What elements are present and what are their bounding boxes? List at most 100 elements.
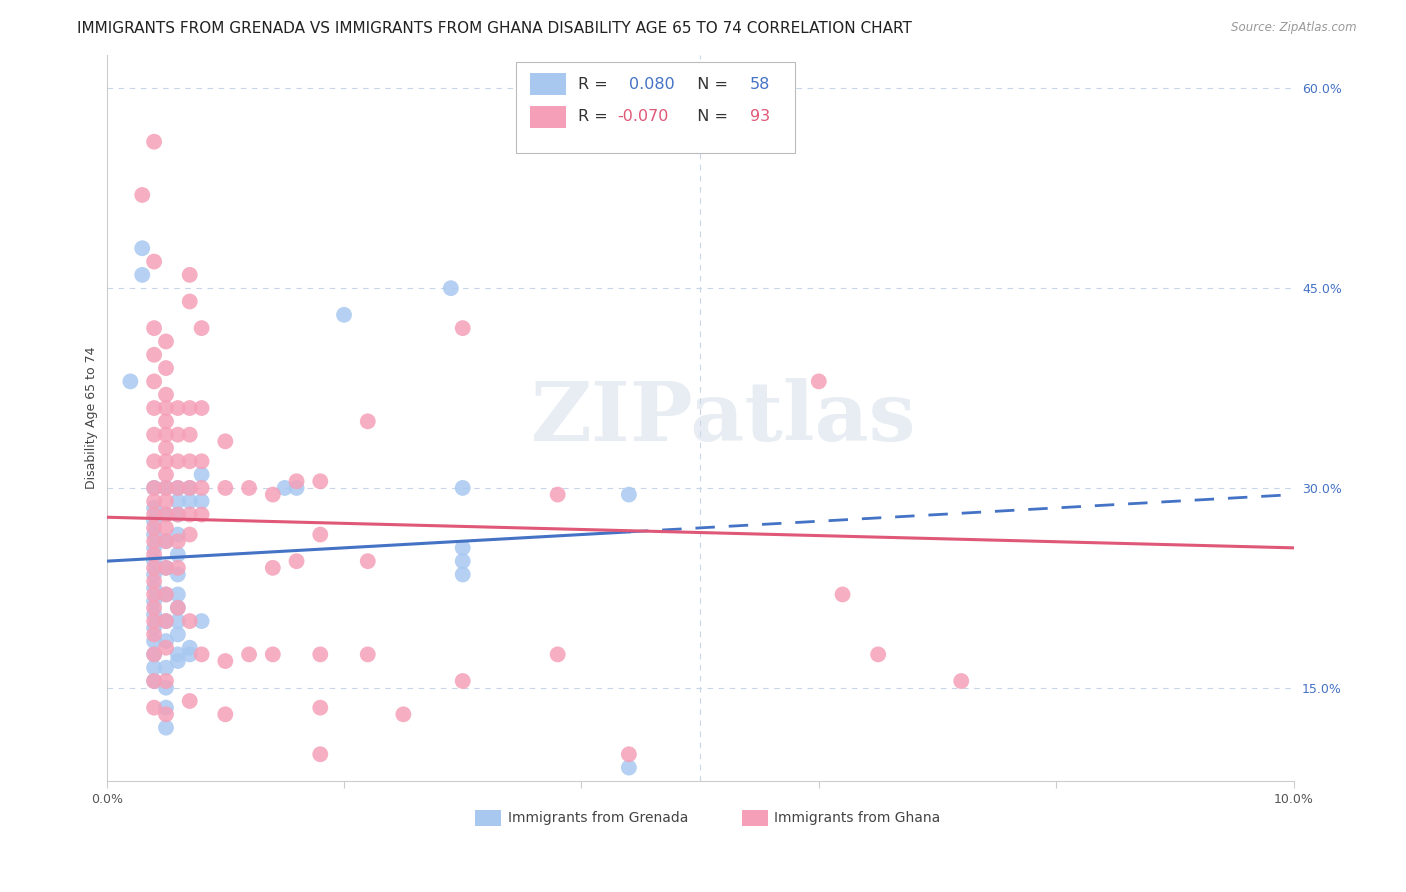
Point [166,454,188,468]
Point [166,534,188,549]
Point [143,607,166,622]
Point [309,527,332,541]
Point [143,700,166,714]
Point [155,614,177,628]
Point [262,561,284,575]
Point [155,634,177,648]
Point [451,673,474,688]
Point [143,673,166,688]
Point [155,640,177,655]
Bar [530,106,567,128]
Point [179,401,201,415]
Point [155,561,177,575]
Point [143,581,166,595]
Point [143,627,166,641]
Text: Immigrants from Grenada: Immigrants from Grenada [508,811,688,825]
Point [262,648,284,662]
Point [166,508,188,522]
Text: R =: R = [578,110,613,124]
Point [143,561,166,575]
Point [451,321,474,335]
Point [179,694,201,708]
Text: ZIPatlas: ZIPatlas [531,378,917,458]
Point [309,475,332,489]
Point [143,521,166,535]
Text: 0.080: 0.080 [628,77,675,92]
Point [155,521,177,535]
Point [309,747,332,762]
Point [617,487,640,501]
Point [166,614,188,628]
Point [155,427,177,442]
Point [166,527,188,541]
Point [166,600,188,615]
Point [155,661,177,675]
Point [143,135,166,149]
Point [166,627,188,641]
Point [131,188,153,202]
Point [143,481,166,495]
Point [179,614,201,628]
Point [179,494,201,508]
Point [190,508,212,522]
Point [143,634,166,648]
Point [155,334,177,349]
Point [214,481,236,495]
Point [166,561,188,575]
Point [179,640,201,655]
Point [357,648,380,662]
Point [166,567,188,582]
Point [155,361,177,376]
Bar [475,810,501,826]
Point [155,707,177,722]
Point [190,467,212,482]
Point [143,541,166,555]
Point [143,454,166,468]
Point [179,481,201,495]
Point [166,600,188,615]
Point [285,554,308,568]
Point [120,375,142,389]
Point [868,648,890,662]
Point [155,700,177,714]
Point [143,614,166,628]
Point [179,268,201,282]
Point [131,241,153,255]
Point [547,648,569,662]
Point [179,481,201,495]
Point [143,661,166,675]
Text: Source: ZipAtlas.com: Source: ZipAtlas.com [1232,21,1357,34]
Point [392,707,415,722]
Point [143,648,166,662]
Bar [741,810,768,826]
Point [190,454,212,468]
Text: 58: 58 [749,77,770,92]
Point [166,494,188,508]
Point [309,648,332,662]
Point [155,441,177,455]
Point [950,673,973,688]
Point [238,648,260,662]
Point [143,427,166,442]
Point [166,427,188,442]
Point [143,621,166,635]
Point [155,508,177,522]
Point [190,481,212,495]
Point [143,500,166,515]
Bar [516,62,794,153]
Point [357,414,380,428]
Point [166,654,188,668]
Point [143,534,166,549]
Point [617,761,640,775]
Point [143,508,166,522]
Point [143,375,166,389]
Point [617,747,640,762]
Point [166,648,188,662]
Point [357,554,380,568]
Point [451,567,474,582]
Point [166,481,188,495]
Point [166,401,188,415]
Point [190,648,212,662]
Point [143,574,166,589]
Text: R =: R = [578,77,613,92]
